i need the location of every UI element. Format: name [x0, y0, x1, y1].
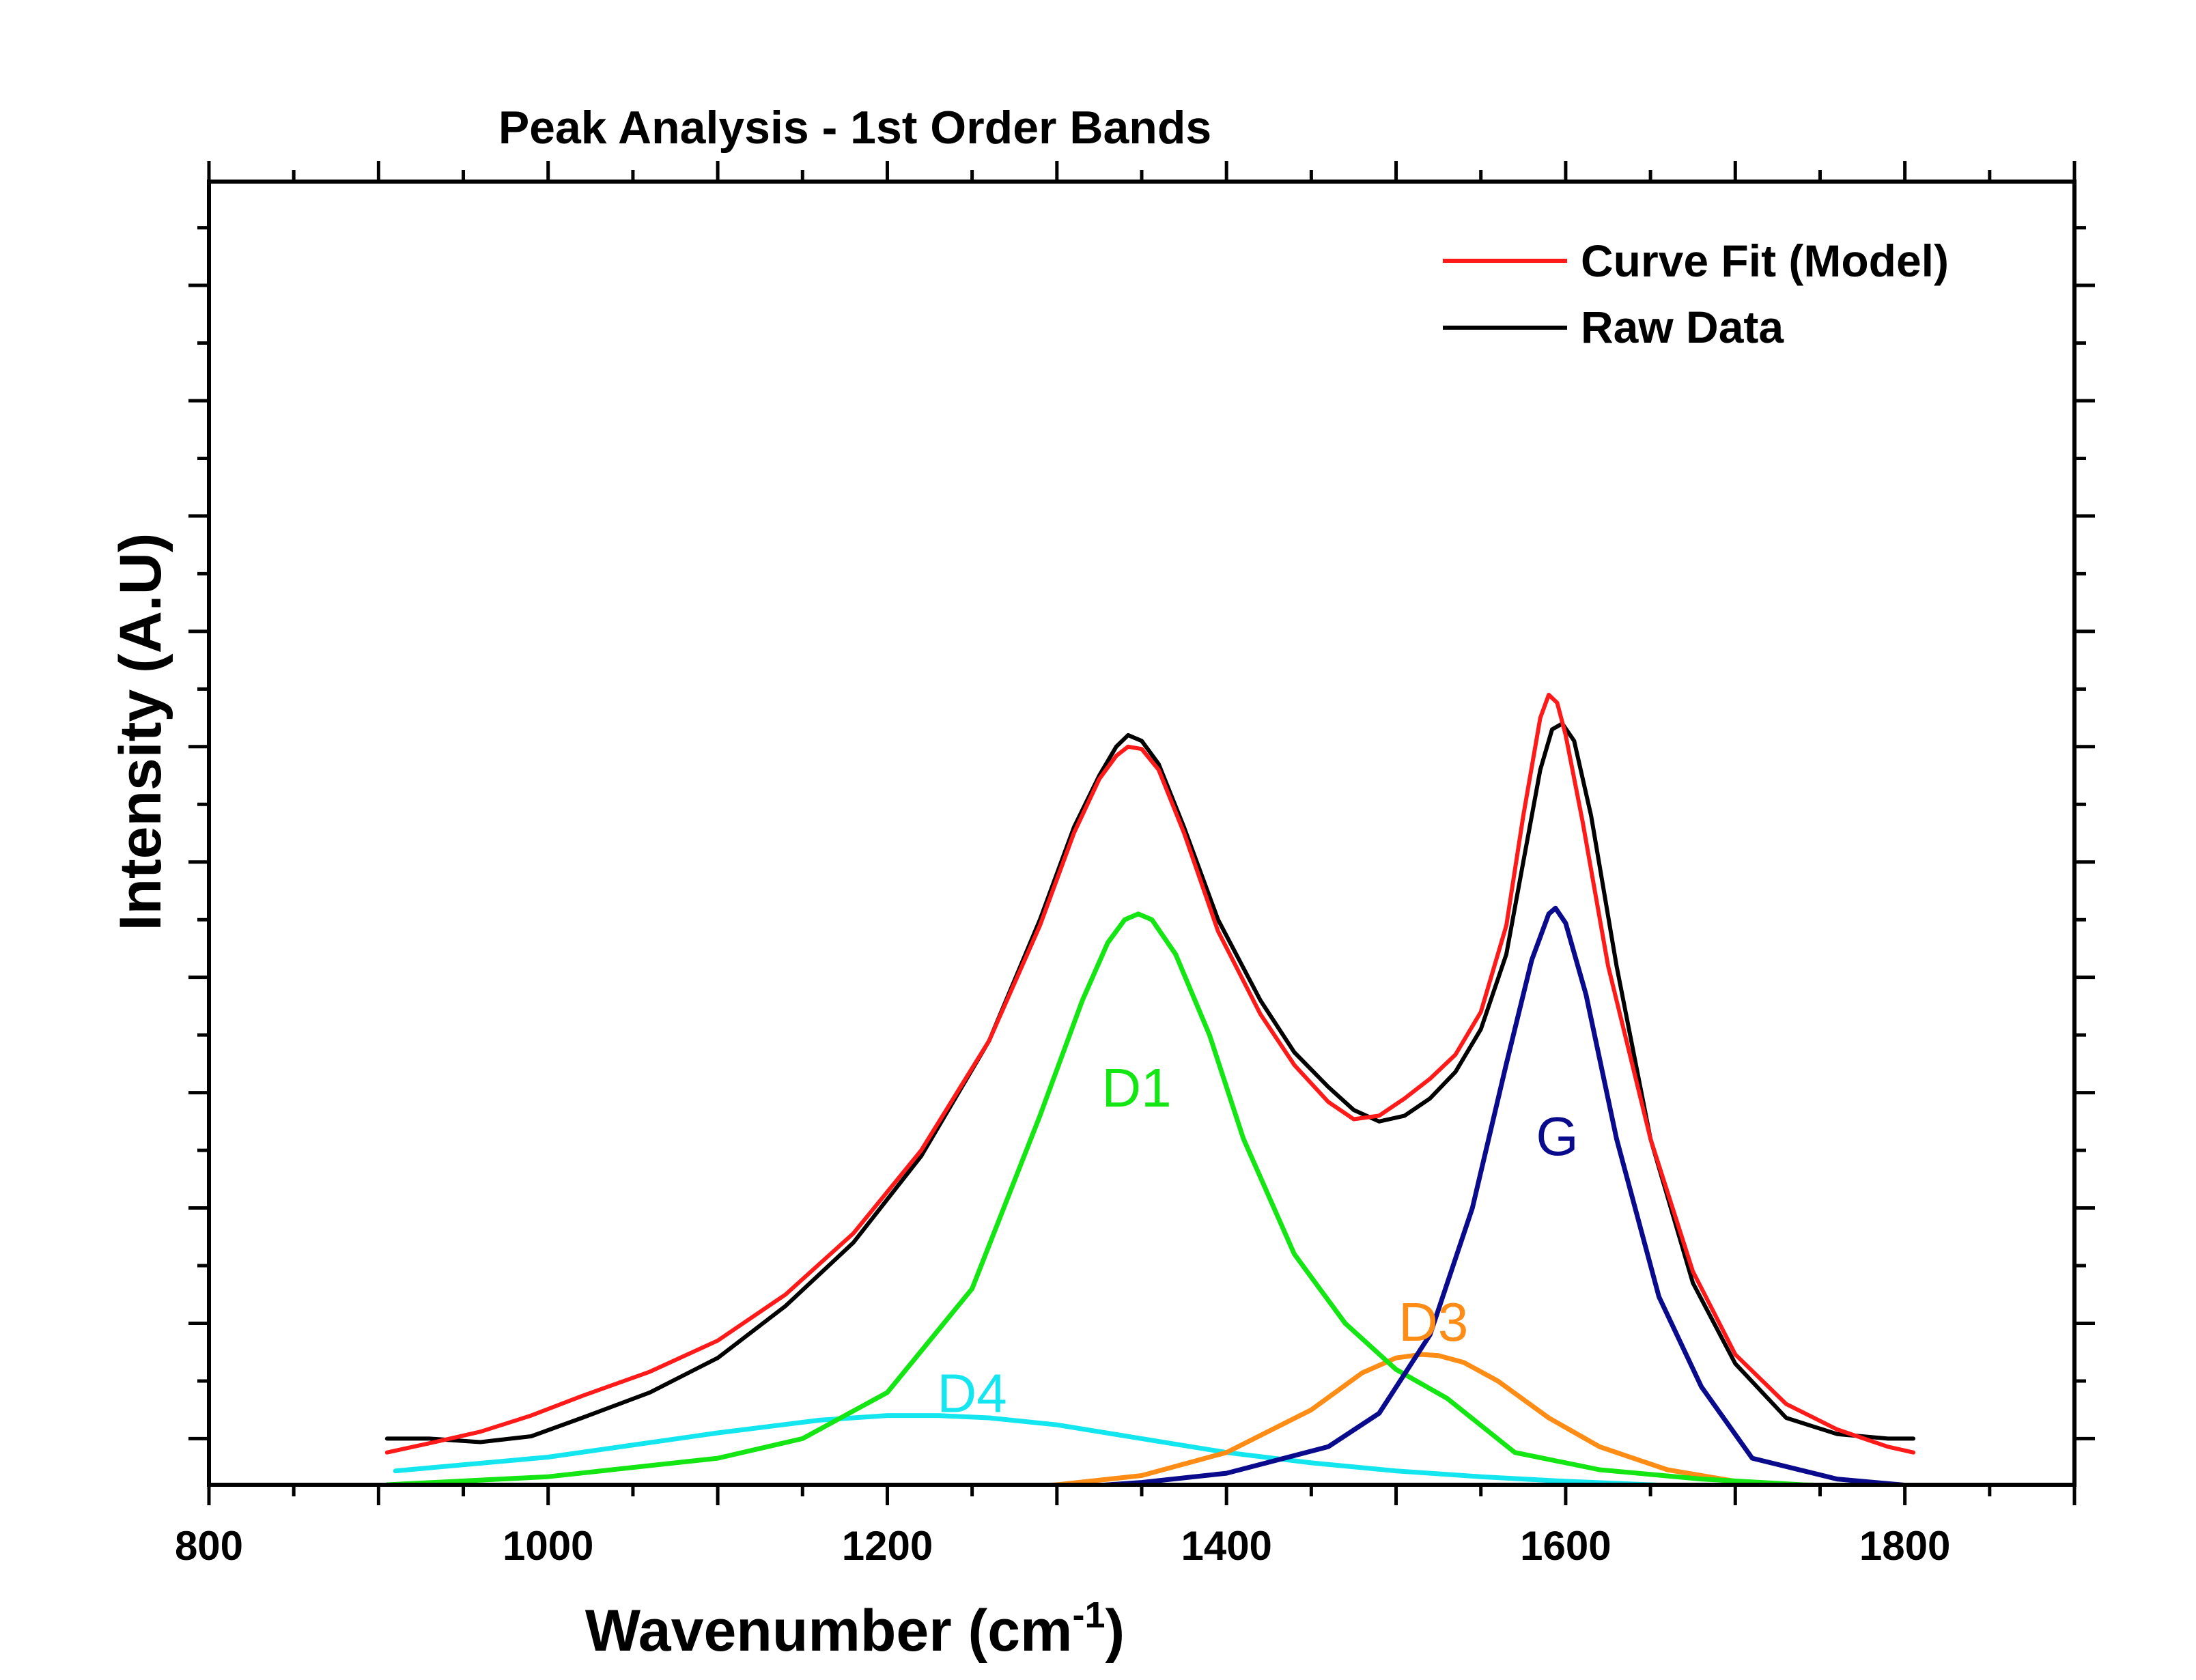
y-axis-label: Intensity (A.U)	[108, 533, 173, 931]
x-axis-label-close: )	[1106, 1598, 1125, 1664]
legend-label-fit: Curve Fit (Model)	[1581, 236, 1949, 286]
tick-layer: 800 1000 1200 1400 1600 1800	[175, 161, 2095, 1569]
series-line-fit	[384, 692, 1916, 1455]
x-tick-label-1400: 1400	[1181, 1523, 1271, 1569]
series-line-raw	[384, 722, 1916, 1444]
x-tick-label-1200: 1200	[842, 1523, 933, 1569]
x-axis-label-superscript: -1	[1073, 1595, 1106, 1636]
x-axis-label: Wavenumber (cm-1)	[585, 1595, 1125, 1664]
chart-title: Peak Analysis - 1st Order Bands	[498, 102, 1211, 154]
band-label-d1: D1	[1101, 1057, 1171, 1118]
series-line-d3	[1013, 1352, 1807, 1485]
x-tick-label-1000: 1000	[503, 1523, 593, 1569]
series-line-d4	[393, 1413, 1709, 1485]
legend-label-raw: Raw Data	[1581, 302, 1784, 352]
band-label-layer: D1 G D3 D4	[937, 1057, 1578, 1424]
x-tick-label-1600: 1600	[1520, 1523, 1611, 1569]
x-axis-label-main: Wavenumber (cm	[585, 1598, 1073, 1664]
series-line-d1	[384, 911, 1879, 1485]
x-tick-label-1800: 1800	[1859, 1523, 1950, 1569]
legend: Curve Fit (Model) Raw Data	[1443, 236, 1949, 352]
x-tick-label-800: 800	[175, 1523, 243, 1569]
band-label-d3: D3	[1398, 1292, 1468, 1352]
band-label-d4: D4	[937, 1363, 1006, 1424]
band-label-g: G	[1536, 1106, 1578, 1167]
series-line-g	[1073, 905, 1916, 1485]
series-layer	[384, 692, 1916, 1485]
